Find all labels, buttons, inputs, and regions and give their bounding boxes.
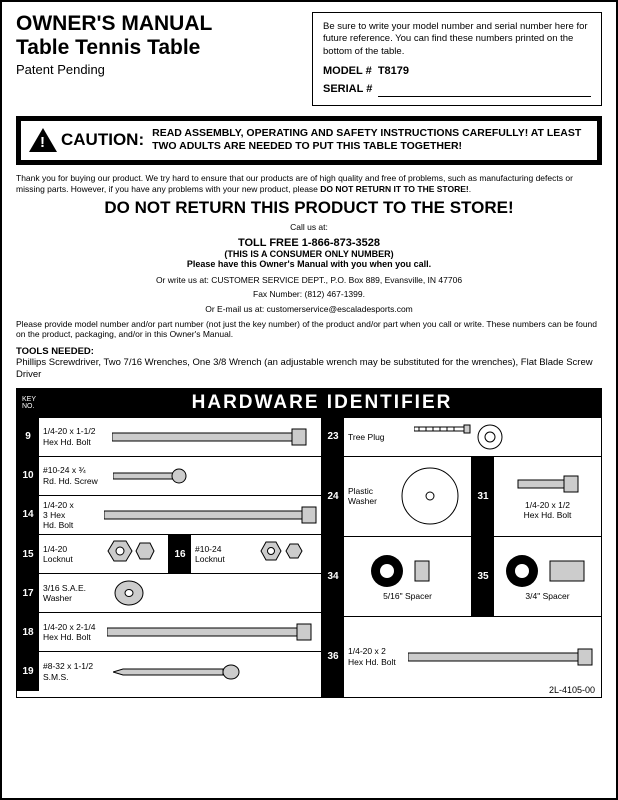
consumer-only: (THIS IS A CONSUMER ONLY NUMBER) xyxy=(16,249,602,259)
key-16: 16 xyxy=(169,535,191,573)
draw-23 xyxy=(408,418,601,456)
key-17: 17 xyxy=(17,574,39,612)
model-serial-box: Be sure to write your model number and s… xyxy=(312,12,602,106)
toll-free: TOLL FREE 1-866-873-3528 xyxy=(16,237,602,249)
label-10: #10-24 x ¾ Rd. Hd. Screw xyxy=(39,457,103,495)
draw-35: 3/4" Spacer xyxy=(494,537,601,616)
draw-17 xyxy=(103,574,321,612)
thank-you-text: Thank you for buying our product. We try… xyxy=(16,173,573,194)
title-box: OWNER'S MANUAL Table Tennis Table Patent… xyxy=(16,12,300,106)
key-36: 36 xyxy=(322,617,344,697)
label-34: 5/16" Spacer xyxy=(383,591,432,601)
have-manual: Please have this Owner's Manual with you… xyxy=(16,259,602,269)
hw-row-14: 14 1/4-20 x 3 Hex Hd. Bolt xyxy=(17,496,321,536)
thank-you-para: Thank you for buying our product. We try… xyxy=(16,173,602,194)
label-18: 1/4-20 x 2-1/4 Hex Hd. Bolt xyxy=(39,613,103,651)
caution-box: CAUTION: READ ASSEMBLY, OPERATING AND SA… xyxy=(16,116,602,165)
caution-text: READ ASSEMBLY, OPERATING AND SAFETY INST… xyxy=(152,127,597,154)
draw-15 xyxy=(87,535,168,573)
tools-text: Phillips Screwdriver, Two 7/16 Wrenches,… xyxy=(16,357,602,382)
key-19: 19 xyxy=(17,652,39,691)
key-14: 14 xyxy=(17,496,39,535)
label-15: 1/4-20 Locknut xyxy=(39,535,87,573)
label-24: Plastic Washer xyxy=(344,457,388,536)
key-34: 34 xyxy=(322,537,344,616)
key-18: 18 xyxy=(17,613,39,651)
draw-34: 5/16" Spacer xyxy=(344,537,471,616)
draw-18 xyxy=(103,613,321,651)
hardware-col-left: 9 1/4-20 x 1-1/2 Hex Hd. Bolt 10 #10-24 … xyxy=(17,418,322,697)
keyno-label: KEY NO. xyxy=(22,396,48,410)
key-24: 24 xyxy=(322,457,344,536)
serial-underline xyxy=(378,85,591,97)
hw-row-15-16: 15 1/4-20 Locknut 16 #10-24 Locknut xyxy=(17,535,321,574)
caution-label: CAUTION: xyxy=(61,130,144,150)
key-31: 31 xyxy=(472,457,494,536)
label-23: Tree Plug xyxy=(344,418,408,456)
label-9: 1/4-20 x 1-1/2 Hex Hd. Bolt xyxy=(39,418,103,456)
draw-14 xyxy=(102,496,321,535)
email: Or E-mail us at: customerservice@escalad… xyxy=(16,304,602,315)
manual-title-2: Table Tennis Table xyxy=(16,36,300,60)
serial-line: SERIAL # xyxy=(323,82,591,96)
draw-19 xyxy=(103,652,321,691)
caution-left: CAUTION: xyxy=(21,128,152,152)
label-14: 1/4-20 x 3 Hex Hd. Bolt xyxy=(39,496,102,535)
hw-row-23: 23 Tree Plug xyxy=(322,418,601,457)
part-number: 2L-4105-00 xyxy=(549,685,595,695)
big-return: DO NOT RETURN THIS PRODUCT TO THE STORE! xyxy=(16,198,602,218)
hw-row-9: 9 1/4-20 x 1-1/2 Hex Hd. Bolt xyxy=(17,418,321,457)
model-note: Be sure to write your model number and s… xyxy=(323,21,591,58)
manual-page: OWNER'S MANUAL Table Tennis Table Patent… xyxy=(0,0,618,800)
write-us: Or write us at: CUSTOMER SERVICE DEPT., … xyxy=(16,275,602,286)
draw-31: 1/4-20 x 1/2 Hex Hd. Bolt xyxy=(494,457,601,536)
hw-row-18: 18 1/4-20 x 2-1/4 Hex Hd. Bolt xyxy=(17,613,321,652)
hw-row-17: 17 3/16 S.A.E. Washer xyxy=(17,574,321,613)
patent-text: Patent Pending xyxy=(16,62,300,77)
hardware-body: 9 1/4-20 x 1-1/2 Hex Hd. Bolt 10 #10-24 … xyxy=(16,418,602,698)
model-value: T8179 xyxy=(378,65,409,77)
label-31: 1/4-20 x 1/2 Hex Hd. Bolt xyxy=(524,500,572,520)
tools-label: TOOLS NEEDED: xyxy=(16,346,602,357)
do-not-return-inline: DO NOT RETURN IT TO THE STORE! xyxy=(320,184,468,194)
hardware-title: HARDWARE IDENTIFIER xyxy=(48,392,596,414)
key-15: 15 xyxy=(17,535,39,573)
key-35: 35 xyxy=(472,537,494,616)
header-row: OWNER'S MANUAL Table Tennis Table Patent… xyxy=(16,12,602,106)
model-line: MODEL # T8179 xyxy=(323,64,591,78)
hardware-section: KEY NO. HARDWARE IDENTIFIER 9 1/4-20 x 1… xyxy=(16,388,602,698)
draw-24 xyxy=(388,457,471,536)
hw-row-24-31: 24 Plastic Washer 31 1/4-20 x 1/2 Hex Hd… xyxy=(322,457,601,537)
label-17: 3/16 S.A.E. Washer xyxy=(39,574,103,612)
hardware-header: KEY NO. HARDWARE IDENTIFIER xyxy=(16,388,602,418)
draw-16 xyxy=(239,535,321,573)
key-9: 9 xyxy=(17,418,39,456)
model-label: MODEL # xyxy=(323,65,372,77)
fax: Fax Number: (812) 467-1399. xyxy=(16,289,602,300)
hw-row-19: 19 #8-32 x 1-1/2 S.M.S. xyxy=(17,652,321,691)
draw-10 xyxy=(103,457,321,495)
label-16: #10-24 Locknut xyxy=(191,535,239,573)
serial-label: SERIAL # xyxy=(323,82,372,96)
label-36: 1/4-20 x 2 Hex Hd. Bolt xyxy=(344,617,404,697)
label-35: 3/4" Spacer xyxy=(525,591,569,601)
call-us: Call us at: xyxy=(16,222,602,233)
draw-9 xyxy=(103,418,321,456)
provide-note: Please provide model number and/or part … xyxy=(16,319,602,340)
hw-row-34-35: 34 5/16" Spacer 35 3/4" Spacer xyxy=(322,537,601,617)
hw-row-10: 10 #10-24 x ¾ Rd. Hd. Screw xyxy=(17,457,321,496)
warning-icon xyxy=(29,128,57,152)
hardware-col-right: 23 Tree Plug 24 Plastic Washer xyxy=(322,418,601,697)
key-10: 10 xyxy=(17,457,39,495)
manual-title-1: OWNER'S MANUAL xyxy=(16,12,300,36)
key-23: 23 xyxy=(322,418,344,456)
label-19: #8-32 x 1-1/2 S.M.S. xyxy=(39,652,103,691)
